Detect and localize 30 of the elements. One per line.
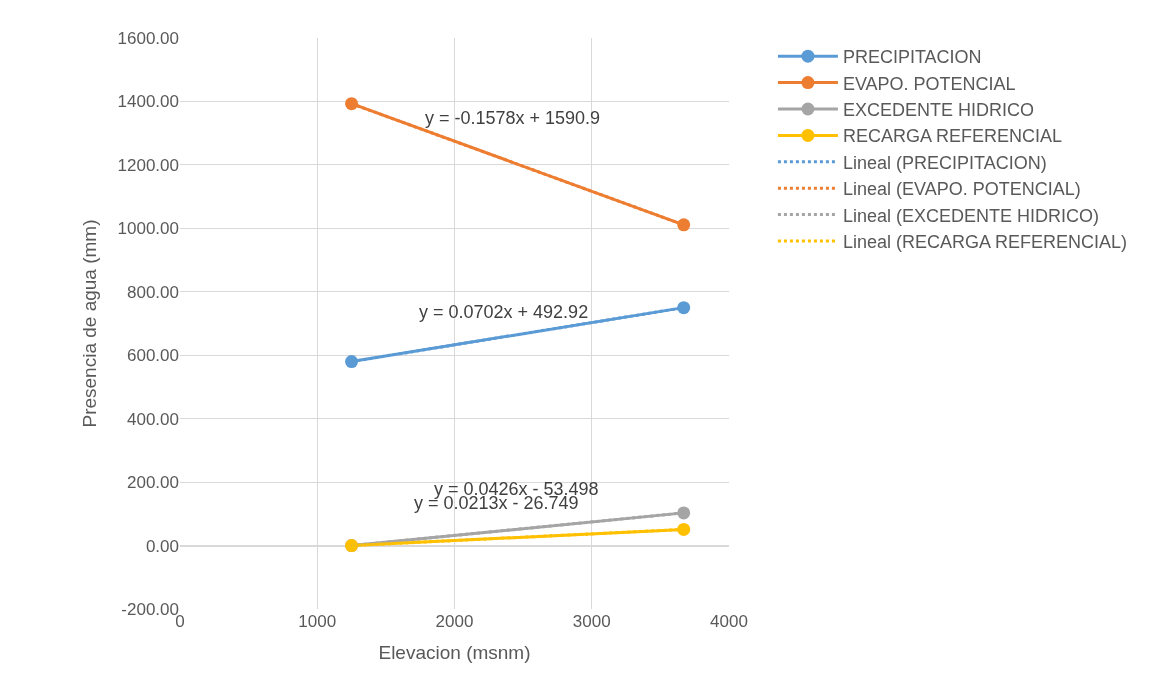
y-tick-label: 1000.00 — [117, 219, 179, 239]
legend-label: EXCEDENTE HIDRICO — [842, 100, 1034, 121]
point — [677, 218, 691, 232]
point — [345, 355, 359, 369]
point — [677, 506, 691, 520]
x-tick-label: 1000 — [298, 612, 337, 631]
x-tick-label: 3000 — [572, 612, 611, 631]
y-tick-label: 400.00 — [127, 409, 179, 429]
x-tick-label: 4000 — [710, 612, 748, 631]
x-axis-title: Elevacion (msnm) — [378, 641, 531, 663]
y-tick-label: 1200.00 — [117, 155, 179, 175]
y-tick-label: 1600.00 — [117, 28, 179, 48]
point — [345, 97, 359, 111]
x-tick-label: 2000 — [435, 612, 474, 631]
legend-label: RECARGA REFERENCIAL — [842, 126, 1062, 147]
legend-label: Lineal (EVAPO. POTENCIAL) — [842, 179, 1081, 200]
y-tick-label: 800.00 — [127, 282, 179, 302]
y-tick-label: 1400.00 — [117, 92, 179, 112]
y-axis-title: Presencia de agua (mm) — [79, 219, 101, 428]
annotation: y = -0.1578x + 1590.9 — [425, 108, 601, 128]
legend-label: EVAPO. POTENCIAL — [842, 73, 1016, 94]
legend-label: Lineal (PRECIPITACION) — [842, 152, 1047, 173]
point — [677, 301, 691, 315]
annotation: y = 0.0702x + 492.92 — [419, 302, 589, 322]
legend-label: PRECIPITACION — [842, 47, 982, 68]
y-tick-label: 600.00 — [127, 346, 179, 366]
y-tick-label: 0.00 — [145, 536, 179, 556]
y-tick-label: 200.00 — [127, 473, 179, 493]
legend-label: Lineal (EXCEDENTE HIDRICO) — [842, 205, 1099, 226]
legend-label: Lineal (RECARGA REFERENCIAL) — [842, 232, 1128, 253]
